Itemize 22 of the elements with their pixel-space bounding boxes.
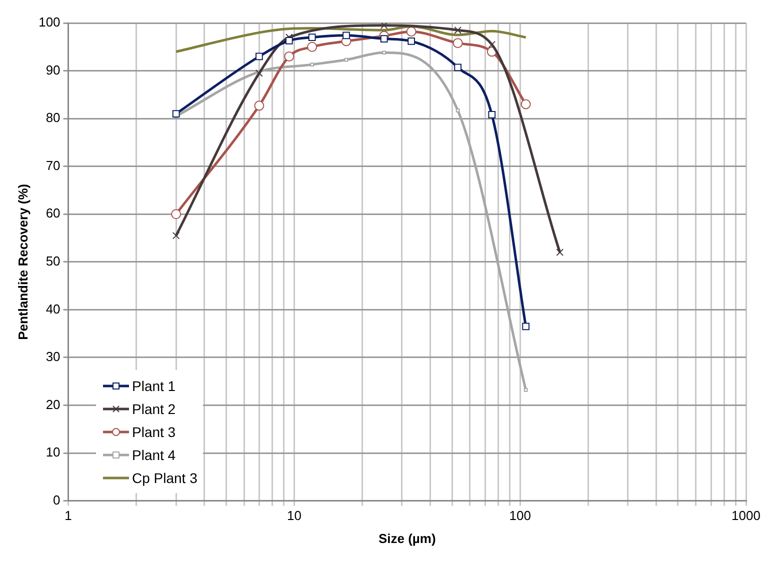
y-tick-label: 20 <box>46 396 60 412</box>
y-tick-label: 40 <box>46 301 60 316</box>
y-tick-label: 30 <box>46 349 60 364</box>
x-axis-title: Size (µm) <box>378 530 436 546</box>
y-tick-label: 100 <box>38 14 60 30</box>
y-tick-label: 90 <box>46 62 60 78</box>
legend-label: Plant 3 <box>132 424 176 440</box>
y-tick-label: 50 <box>46 253 60 268</box>
legend-label: Plant 2 <box>132 400 176 416</box>
y-tick-label: 80 <box>46 110 60 126</box>
legend-label: Cp Plant 3 <box>132 470 198 486</box>
x-tick-label: 1000 <box>732 508 760 524</box>
x-tick-label: 1 <box>64 508 72 524</box>
legend-label: Plant 1 <box>132 378 176 394</box>
y-tick-label: 60 <box>46 206 60 221</box>
y-axis-title: Pentlandite Recovery (%) <box>15 184 30 340</box>
y-tick-label: 70 <box>46 158 60 173</box>
legend-label: Plant 4 <box>132 446 176 462</box>
y-tick-label: 10 <box>46 444 60 460</box>
y-tick-label: 0 <box>53 492 60 508</box>
x-tick-label: 10 <box>286 508 302 524</box>
x-tick-label: 100 <box>509 508 531 524</box>
